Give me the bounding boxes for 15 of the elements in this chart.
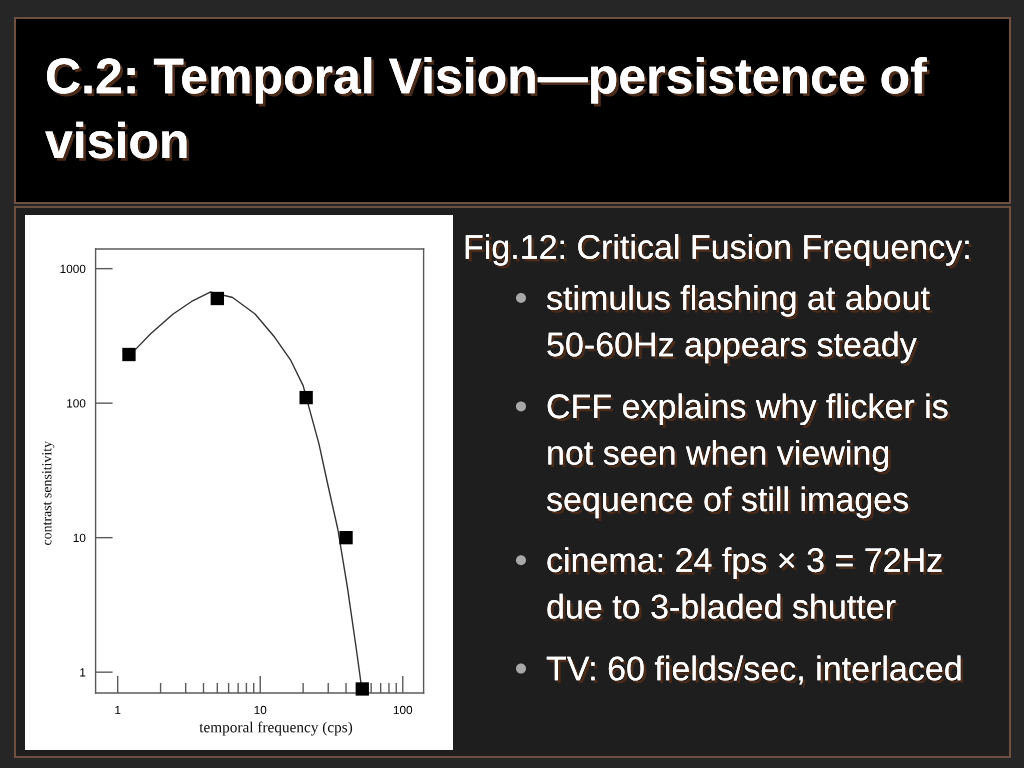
x-tick-label: 1 [115, 705, 121, 715]
y-tick-label: 1000 [60, 264, 86, 274]
text: stimulus flashing at about 50-60Hz appears steady [546, 285, 933, 367]
y-tick-label: 10 [73, 533, 86, 543]
text: TV: 60 fields/sec, interlaced [546, 655, 964, 688]
text: CFF explains why flicker is not seen when viewing sequence of still images [546, 393, 951, 521]
y-axis-title: contrast sensitivity [42, 440, 55, 545]
x-tick-label: 10 [254, 705, 267, 715]
chart-title: C.2: Temporal Vision—persistence of vision [45, 57, 930, 162]
caption: Fig.12: Critical Fusion Frequency: [465, 234, 972, 269]
y-tick-label: 100 [67, 399, 86, 408]
text: cinema: 24 fps × 3 = 72Hz due to 3-bladed shutter [547, 547, 945, 622]
y-tick-label: 1 [80, 668, 86, 677]
x-tick-label: 100 [393, 705, 413, 715]
x-axis-title: temporal frequency (cps) [199, 721, 353, 736]
